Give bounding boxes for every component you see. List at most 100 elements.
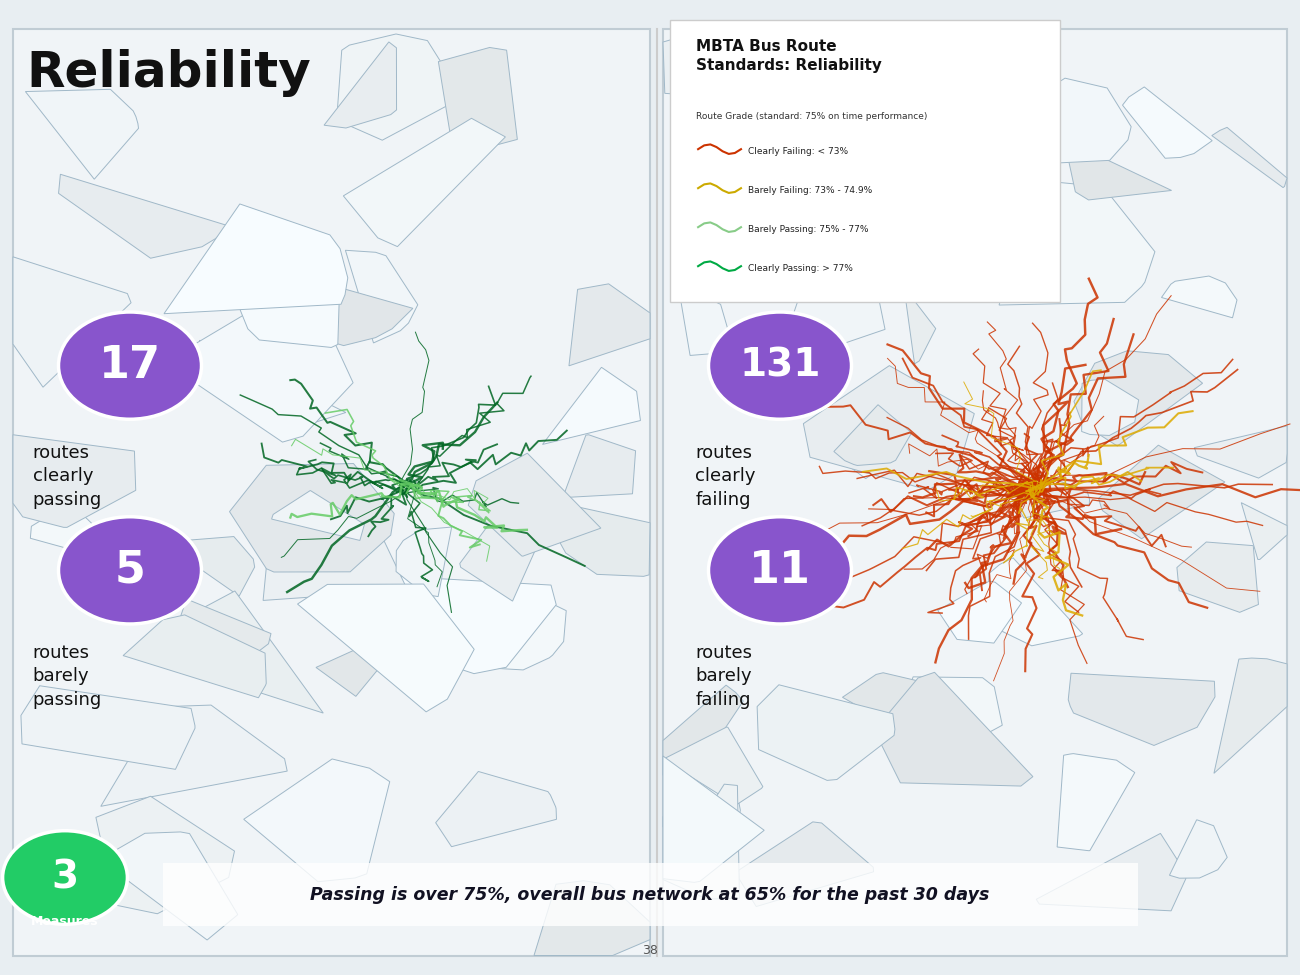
Polygon shape [337, 34, 463, 140]
Circle shape [3, 831, 127, 924]
Text: Passing is over 75%, overall bus network at 65% for the past 30 days: Passing is over 75%, overall bus network… [311, 886, 989, 904]
Polygon shape [893, 677, 1002, 756]
FancyBboxPatch shape [663, 29, 1287, 956]
Polygon shape [1074, 351, 1202, 446]
Polygon shape [815, 419, 892, 479]
Polygon shape [324, 42, 396, 128]
Polygon shape [468, 453, 601, 556]
Polygon shape [1069, 673, 1216, 746]
Polygon shape [438, 48, 517, 145]
Polygon shape [757, 684, 894, 780]
Polygon shape [1082, 379, 1139, 436]
Polygon shape [199, 340, 346, 422]
Polygon shape [690, 774, 740, 842]
Polygon shape [96, 797, 234, 914]
Text: 11: 11 [749, 549, 811, 592]
Text: MBTA Bus Route
Standards: Reliability: MBTA Bus Route Standards: Reliability [696, 39, 881, 72]
Polygon shape [243, 260, 413, 345]
Polygon shape [1170, 820, 1227, 878]
Polygon shape [100, 832, 238, 940]
Polygon shape [905, 296, 936, 364]
Text: 38: 38 [642, 944, 658, 957]
Polygon shape [937, 581, 1022, 644]
Polygon shape [1122, 87, 1212, 158]
Polygon shape [382, 576, 556, 674]
Text: Measures: Measures [31, 915, 99, 927]
Polygon shape [875, 673, 1034, 786]
Polygon shape [243, 759, 390, 881]
Polygon shape [165, 301, 354, 442]
Polygon shape [1065, 139, 1171, 200]
Polygon shape [663, 30, 727, 95]
Polygon shape [534, 880, 650, 956]
Circle shape [708, 517, 852, 624]
Text: Clearly Failing: < 73%: Clearly Failing: < 73% [747, 146, 848, 156]
Circle shape [58, 517, 202, 624]
Polygon shape [1057, 754, 1135, 851]
Polygon shape [436, 771, 556, 846]
Text: Clearly Passing: > 77%: Clearly Passing: > 77% [747, 263, 853, 273]
Polygon shape [230, 463, 394, 572]
Text: 131: 131 [740, 347, 820, 384]
Polygon shape [816, 174, 928, 235]
FancyBboxPatch shape [670, 20, 1060, 302]
Text: 3: 3 [52, 859, 78, 896]
Polygon shape [346, 251, 417, 343]
Text: Barely Passing: 75% - 77%: Barely Passing: 75% - 77% [747, 224, 868, 234]
Text: routes
barely
passing: routes barely passing [32, 644, 101, 709]
Polygon shape [21, 685, 195, 769]
Polygon shape [13, 256, 131, 387]
Polygon shape [240, 259, 341, 347]
Polygon shape [169, 599, 270, 669]
Polygon shape [396, 527, 451, 597]
Polygon shape [738, 822, 874, 907]
Polygon shape [998, 180, 1154, 305]
Text: routes
clearly
passing: routes clearly passing [32, 444, 101, 509]
Text: 5: 5 [114, 549, 146, 592]
Polygon shape [124, 615, 266, 698]
Text: routes
barely
failing: routes barely failing [696, 644, 753, 709]
Polygon shape [1008, 78, 1131, 164]
Polygon shape [473, 574, 567, 670]
Polygon shape [343, 118, 506, 247]
Text: Route Grade (standard: 75% on time performance): Route Grade (standard: 75% on time perfo… [696, 112, 927, 121]
Polygon shape [1212, 128, 1287, 187]
Polygon shape [663, 756, 764, 882]
Polygon shape [58, 175, 229, 258]
Polygon shape [1098, 446, 1225, 539]
Polygon shape [1242, 503, 1287, 560]
Polygon shape [156, 591, 324, 713]
Polygon shape [26, 90, 139, 179]
Polygon shape [298, 584, 474, 712]
Polygon shape [842, 673, 962, 754]
Polygon shape [1036, 834, 1186, 911]
FancyBboxPatch shape [162, 863, 1138, 926]
Polygon shape [542, 368, 641, 445]
Polygon shape [777, 67, 874, 164]
Polygon shape [162, 536, 255, 596]
Polygon shape [13, 435, 135, 527]
Polygon shape [460, 517, 549, 602]
Polygon shape [316, 635, 399, 696]
Polygon shape [663, 784, 740, 899]
Text: Barely Failing: 73% - 74.9%: Barely Failing: 73% - 74.9% [747, 185, 872, 195]
Circle shape [58, 312, 202, 419]
Polygon shape [563, 435, 636, 497]
Polygon shape [272, 490, 364, 540]
Polygon shape [663, 775, 736, 850]
Polygon shape [663, 685, 744, 778]
Polygon shape [663, 727, 763, 805]
Polygon shape [1176, 542, 1258, 612]
Polygon shape [1017, 475, 1089, 518]
Polygon shape [803, 366, 974, 490]
Circle shape [708, 312, 852, 419]
Polygon shape [1161, 276, 1238, 318]
Text: routes
clearly
failing: routes clearly failing [696, 444, 757, 509]
Polygon shape [569, 284, 650, 366]
Polygon shape [833, 405, 911, 465]
Polygon shape [164, 204, 348, 314]
Polygon shape [988, 558, 1083, 645]
Polygon shape [777, 267, 885, 364]
Text: Reliability: Reliability [26, 49, 311, 97]
Polygon shape [30, 502, 113, 558]
